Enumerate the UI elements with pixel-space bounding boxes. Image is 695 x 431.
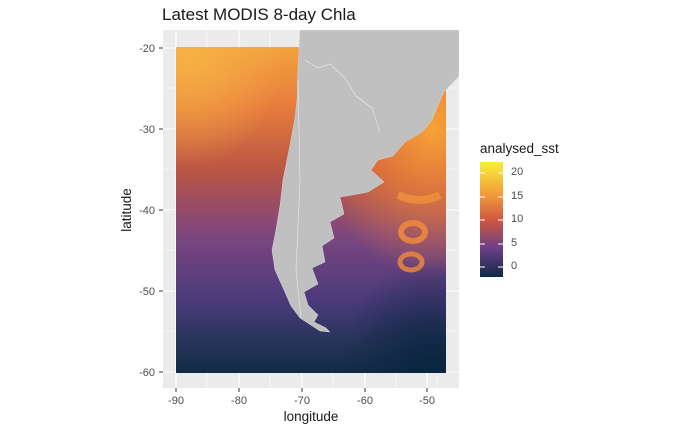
x-tick-label: -70: [294, 395, 310, 407]
x-tick-label: -60: [357, 395, 373, 407]
legend-label: 10: [511, 213, 524, 225]
plot-title: Latest MODIS 8-day Chla: [162, 5, 356, 24]
x-tick-labels: -90 -80 -70 -60 -50: [168, 395, 435, 407]
x-tick-label: -50: [419, 395, 435, 407]
x-tick-label: -90: [168, 395, 184, 407]
legend-label: 0: [511, 260, 518, 272]
legend-label: 20: [511, 166, 524, 178]
y-tick-label: -20: [139, 43, 155, 55]
y-tick-label: -60: [139, 367, 155, 379]
legend-title: analysed_sst: [480, 141, 559, 156]
legend-label: 5: [511, 237, 518, 249]
legend-ticks: [480, 172, 503, 268]
y-tick-label: -40: [139, 205, 155, 217]
axis-ticks: [159, 47, 428, 392]
x-tick-label: -80: [231, 395, 247, 407]
land-south-america: [271, 30, 459, 333]
y-axis-title: latitude: [119, 188, 134, 232]
country-borders: [295, 59, 381, 319]
y-tick-labels: -20 -30 -40 -50 -60: [139, 43, 155, 379]
x-axis-title: longitude: [284, 409, 339, 424]
y-tick-label: -50: [139, 286, 155, 298]
legend-colorbar: [480, 162, 503, 277]
legend-label: 15: [511, 190, 524, 202]
y-tick-label: -30: [139, 124, 155, 136]
